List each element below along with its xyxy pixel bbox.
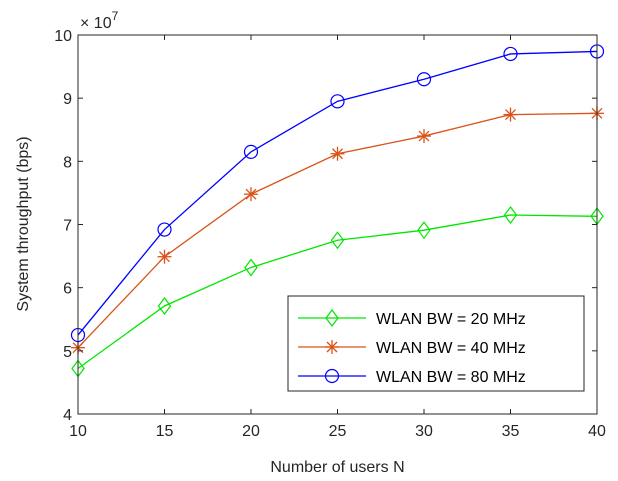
y-tick-label: 6 [63, 281, 72, 298]
circle-marker [416, 72, 432, 87]
x-tick-label: 25 [329, 423, 347, 440]
legend-label: WLAN BW = 40 MHz [376, 340, 526, 357]
y-tick-label: 4 [63, 407, 72, 424]
asterisk-stroke [159, 251, 170, 263]
asterisk-marker [325, 340, 339, 354]
circle-marker [330, 94, 345, 109]
legend-box [287, 295, 585, 392]
diamond-marker [330, 231, 345, 250]
x-tick-label: 15 [156, 423, 174, 440]
x-tick-label: 30 [415, 423, 433, 440]
y-tick-label: 5 [63, 344, 72, 361]
diamond-marker [417, 221, 431, 240]
asterisk-stroke [332, 148, 343, 160]
asterisk-stroke [245, 188, 257, 200]
asterisk-marker [157, 249, 172, 264]
legend-entry: WLAN BW = 80 MHz [298, 368, 526, 386]
circle-marker [503, 46, 518, 62]
series-line [77, 214, 598, 370]
legend-label: WLAN BW = 80 MHz [376, 369, 526, 386]
y-tick-label: 8 [63, 154, 72, 171]
diamond-marker [157, 296, 172, 315]
asterisk-marker [244, 187, 258, 202]
x-tick-label: 40 [588, 423, 606, 440]
diamond-marker [244, 258, 258, 277]
x-ticks: 10 15 20 25 30 35 40 [69, 35, 606, 440]
x-tick-label: 20 [242, 423, 260, 440]
diamond-marker [503, 206, 518, 225]
x-axis-label: Number of users N [270, 459, 404, 476]
x-tick-label: 35 [502, 423, 520, 440]
y-tick-label: 7 [63, 218, 72, 235]
y-exponent-label: × 107 [80, 9, 119, 32]
y-ticks: 4 5 6 7 8 9 10 [54, 28, 597, 424]
asterisk-stroke [505, 109, 516, 121]
asterisk-marker [503, 107, 518, 122]
asterisk-stroke [418, 130, 430, 142]
series-line [77, 50, 598, 336]
y-tick-label: 9 [63, 91, 72, 108]
diamond-marker [325, 309, 339, 327]
circle-marker [324, 368, 340, 384]
legend-entry: WLAN BW = 20 MHz [298, 309, 526, 328]
x-tick-label: 10 [69, 423, 87, 440]
y-axis-label: System throughput (bps) [15, 136, 32, 311]
y-tick-label: 10 [54, 28, 72, 45]
asterisk-marker [330, 146, 345, 161]
circle-marker [157, 222, 172, 237]
asterisk-stroke [326, 341, 338, 353]
legend-label: WLAN BW = 20 MHz [376, 311, 526, 328]
circle-marker [243, 144, 259, 159]
legend: WLAN BW = 20 MHz WLAN BW = 40 MHz WLAN BW … [287, 295, 585, 392]
legend-entry: WLAN BW = 40 MHz [298, 340, 526, 357]
asterisk-marker [417, 129, 431, 144]
